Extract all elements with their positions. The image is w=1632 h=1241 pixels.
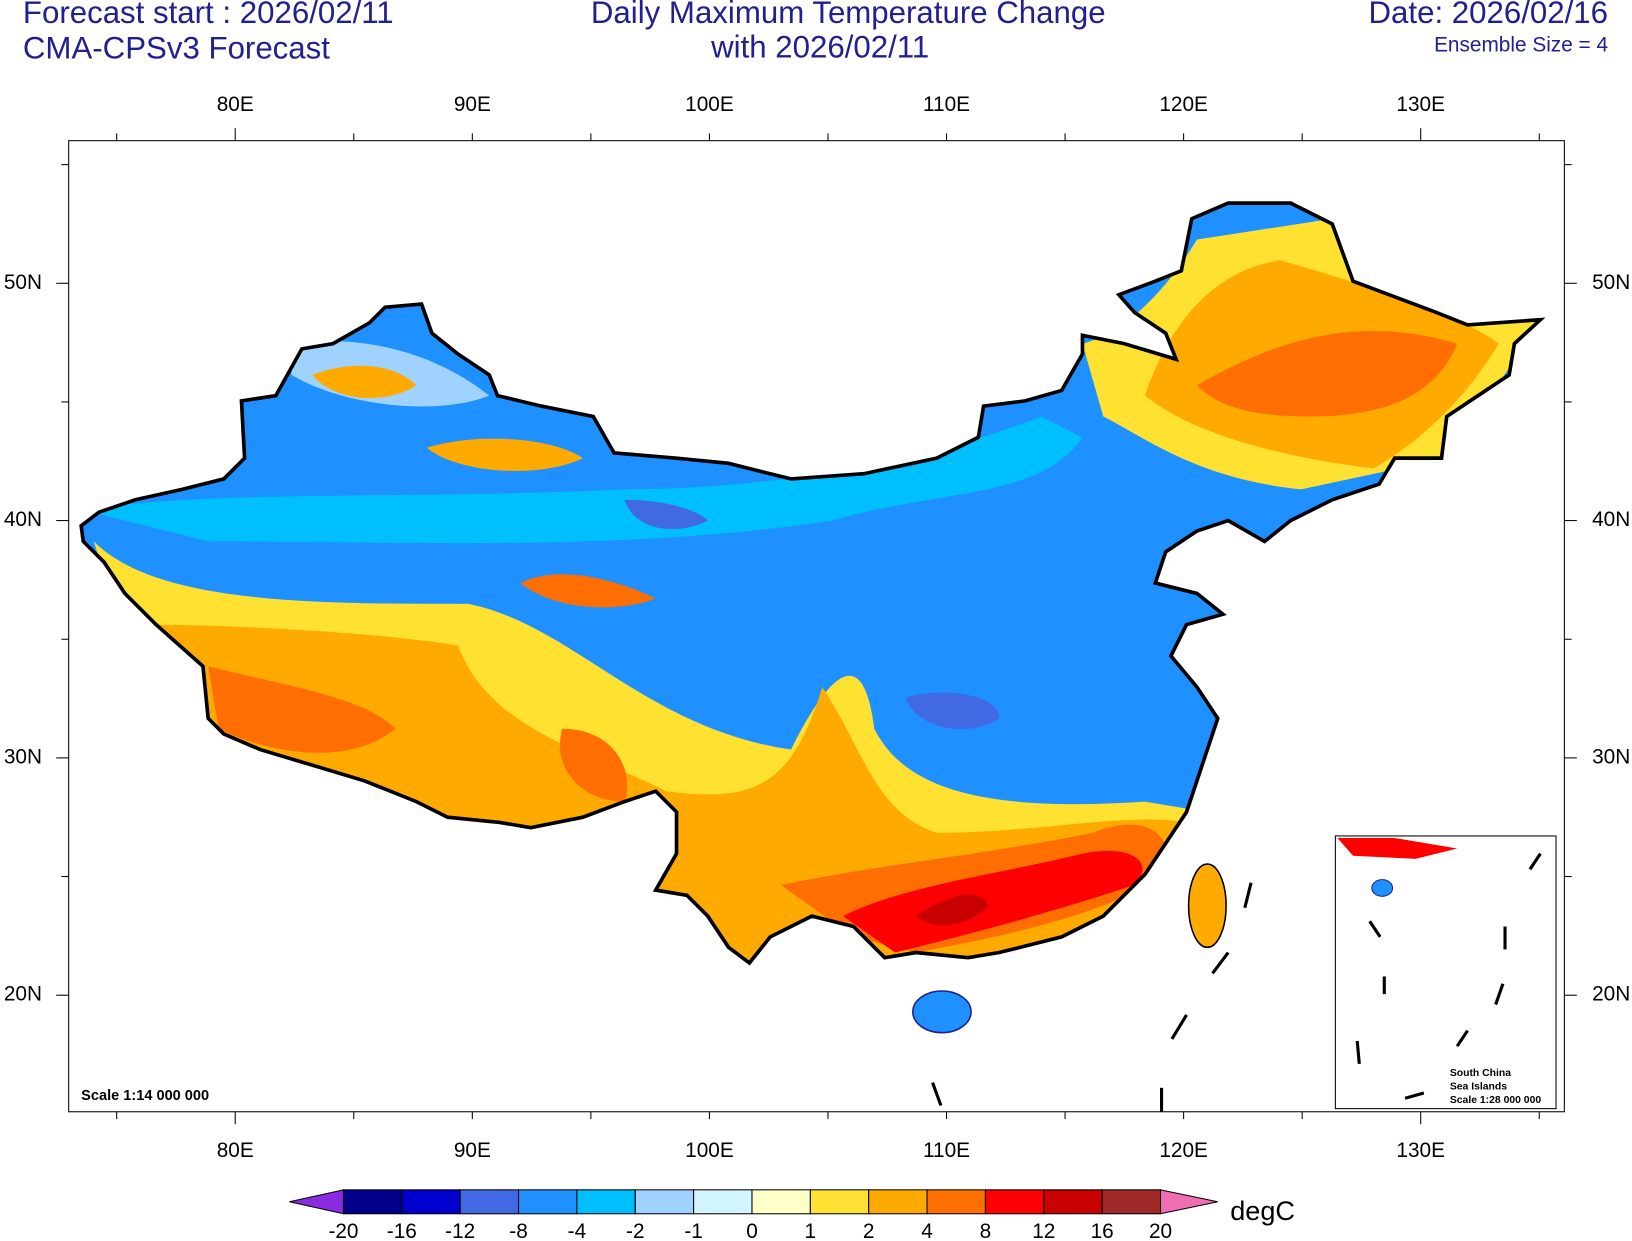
- lon-label: 130E: [1396, 93, 1445, 116]
- lat-label: 40N: [1592, 508, 1630, 531]
- colorbar-box: [459, 1189, 520, 1215]
- inset-label: South China: [1450, 1068, 1511, 1079]
- colorbar-box: [1043, 1189, 1103, 1215]
- hainan: [912, 990, 972, 1034]
- date: Date: 2026/02/16: [1369, 0, 1609, 30]
- inset-label: Sea Islands: [1450, 1082, 1507, 1093]
- colorbar-box: [401, 1189, 461, 1215]
- colorbar-label: 2: [863, 1220, 875, 1241]
- lon-label: 120E: [1159, 93, 1208, 116]
- lon-label: 100E: [685, 93, 734, 116]
- title: Daily Maximum Temperature Change: [591, 0, 1106, 30]
- colorbar-box: [926, 1189, 986, 1215]
- colorbar-label: 4: [921, 1220, 933, 1241]
- inset-hainan: [1371, 879, 1394, 897]
- colorbar-label: -4: [568, 1220, 587, 1241]
- colorbar-end: [1159, 1189, 1218, 1215]
- colorbar-box: [868, 1189, 928, 1215]
- lon-label: 90E: [454, 93, 491, 116]
- lon-label: 110E: [923, 1139, 970, 1162]
- colorbar-label: -16: [387, 1220, 417, 1241]
- colorbar-label: 16: [1091, 1220, 1114, 1241]
- colorbar-box: [751, 1189, 811, 1215]
- lon-label: 90E: [454, 1139, 491, 1162]
- colorbar-box: [634, 1189, 695, 1215]
- colorbar-label: -12: [445, 1220, 475, 1241]
- map-scale: Scale 1:14 000 000: [81, 1088, 209, 1104]
- frame-ticks: [56, 128, 1577, 1125]
- colorbar-box: [984, 1189, 1045, 1215]
- colorbar-box: [342, 1189, 403, 1215]
- inset-scale: Scale 1:28 000 000: [1450, 1095, 1542, 1106]
- colorbar-label: 0: [746, 1220, 758, 1241]
- title: with 2026/02/11: [710, 29, 929, 64]
- colorbar-box: [809, 1189, 870, 1215]
- lon-label: 100E: [685, 1139, 734, 1162]
- lat-label: 40N: [4, 508, 42, 531]
- lat-label: 20N: [4, 983, 42, 1006]
- colorbar-label: 8: [980, 1220, 992, 1241]
- lat-label: 30N: [1592, 745, 1630, 768]
- colorbar-label: -8: [509, 1220, 528, 1241]
- boundary-dashes: [931, 882, 1253, 1112]
- lat-label: 50N: [4, 271, 42, 294]
- colorbar-box: [518, 1189, 578, 1215]
- inset-frame: [1334, 835, 1557, 1110]
- colorbar-end: [289, 1189, 344, 1215]
- inset-land: [1337, 838, 1458, 859]
- colorbar-unit: degC: [1230, 1196, 1295, 1226]
- lon-label: 130E: [1396, 1139, 1445, 1162]
- colorbar-label: 12: [1032, 1220, 1055, 1241]
- inset-dashes: [1355, 852, 1542, 1100]
- colorbar-label: -20: [328, 1220, 358, 1241]
- lat-label: 20N: [1592, 983, 1630, 1006]
- colorbar-label: -1: [684, 1220, 703, 1241]
- model-name: CMA-CPSv3 Forecast: [23, 30, 330, 65]
- colorbar-label: -2: [626, 1220, 645, 1241]
- lon-label: 80E: [217, 1139, 254, 1162]
- lat-label: 50N: [1592, 271, 1630, 294]
- ensemble-size: Ensemble Size = 4: [1434, 33, 1608, 56]
- taiwan: [1187, 863, 1227, 949]
- lon-label: 80E: [217, 93, 254, 116]
- colorbar-label: 1: [805, 1220, 817, 1241]
- colorbar-box: [1101, 1189, 1162, 1215]
- colorbar: -20 -16 -12 -8 -4 -2 -1 0 1 2 4 8 12 16 20: [289, 1189, 1218, 1241]
- colorbar-box: [576, 1189, 636, 1215]
- lat-label: 30N: [4, 745, 42, 768]
- colorbar-box: [693, 1189, 753, 1215]
- forecast-start: Forecast start : 2026/02/11: [23, 0, 394, 30]
- lon-label: 120E: [1159, 1139, 1208, 1162]
- colorbar-label: 20: [1149, 1220, 1172, 1241]
- lon-label: 110E: [923, 93, 970, 116]
